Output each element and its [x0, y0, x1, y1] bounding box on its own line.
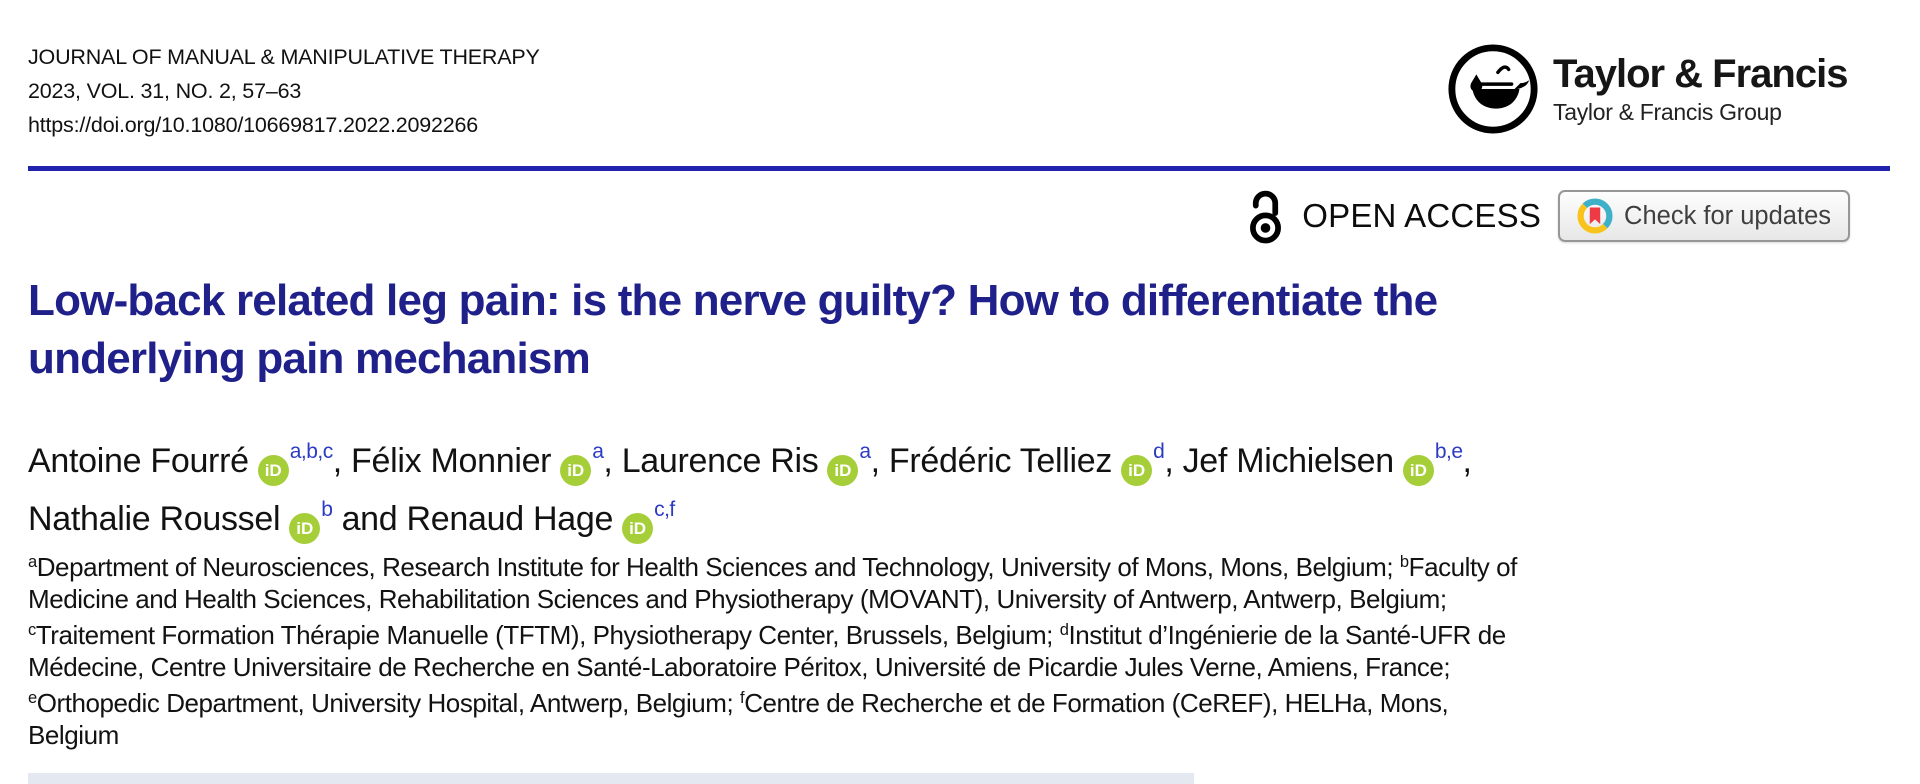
author: Jef Michielsen iDb,e: [1182, 440, 1463, 486]
author-name: Frédéric Telliez: [888, 442, 1113, 480]
header-divider-rule: [28, 166, 1890, 171]
author: Laurence Ris iDa: [621, 440, 871, 486]
journal-citation: 2023, VOL. 31, NO. 2, 57–63: [28, 79, 302, 103]
affiliation-superscript: a: [28, 553, 37, 571]
cropped-section-strip: [28, 773, 1194, 784]
access-row: OPEN ACCESS Check for updates: [1246, 186, 1850, 246]
publisher-logo: Taylor & Francis Taylor & Francis Group: [1446, 42, 1848, 136]
check-for-updates-label: Check for updates: [1624, 201, 1831, 230]
affiliation-superscript: c: [28, 621, 36, 639]
author-name: Laurence Ris: [621, 442, 819, 480]
publisher-name: Taylor & Francis: [1553, 52, 1848, 96]
author-affiliation-superscript: d: [1153, 440, 1165, 463]
check-for-updates-button[interactable]: Check for updates: [1558, 190, 1850, 242]
author: Frédéric Telliez iDd: [888, 440, 1165, 486]
orcid-icon[interactable]: iD: [289, 513, 321, 544]
affiliations: aDepartment of Neurosciences, Research I…: [28, 552, 1517, 750]
author-affiliation-superscript: c,f: [654, 498, 675, 521]
affiliation-superscript: b: [1399, 553, 1409, 571]
affiliation-superscript: e: [28, 689, 37, 707]
affiliation-superscript: f: [740, 689, 745, 707]
journal-name: JOURNAL OF MANUAL & MANIPULATIVE THERAPY: [28, 45, 540, 69]
taylor-francis-lamp-icon: [1446, 42, 1540, 136]
open-access-label: OPEN ACCESS: [1302, 197, 1542, 234]
author-name: Renaud Hage: [406, 500, 614, 538]
open-access-icon: [1246, 189, 1285, 244]
author-affiliation-superscript: b: [321, 498, 333, 521]
orcid-icon[interactable]: iD: [1121, 455, 1153, 486]
title-line-1: Low-back related leg pain: is the nerve …: [28, 276, 1438, 325]
orcid-icon[interactable]: iD: [622, 513, 654, 544]
author-name: Félix Monnier: [351, 442, 552, 480]
crossmark-icon: [1577, 198, 1613, 234]
author-affiliation-superscript: a: [592, 440, 604, 463]
title-line-2: underlying pain mechanism: [28, 334, 591, 383]
author-affiliation-superscript: a,b,c: [289, 440, 334, 463]
orcid-icon[interactable]: iD: [257, 455, 289, 486]
article-title: Low-back related leg pain: is the nerve …: [28, 272, 1828, 388]
author: Antoine Fourré iDa,b,c: [28, 440, 334, 486]
author-name: Antoine Fourré: [28, 442, 249, 480]
author-affiliation-superscript: a: [859, 440, 871, 463]
author-name: Nathalie Roussel: [28, 500, 281, 538]
author: Félix Monnier iDa: [351, 440, 604, 486]
affiliation-superscript: d: [1059, 621, 1069, 639]
journal-meta: JOURNAL OF MANUAL & MANIPULATIVE THERAPY…: [28, 40, 540, 142]
author: Renaud Hage iDc,f: [406, 498, 675, 544]
publisher-group: Taylor & Francis Group: [1553, 99, 1782, 125]
orcid-icon[interactable]: iD: [1402, 455, 1434, 486]
author-name: Jef Michielsen: [1182, 442, 1395, 480]
orcid-icon[interactable]: iD: [827, 455, 859, 486]
author: Nathalie Roussel iDb: [28, 498, 333, 544]
doi-link[interactable]: https://doi.org/10.1080/10669817.2022.20…: [28, 113, 479, 137]
author-list: Antoine Fourré iDa,b,c, Félix Monnier iDa,…: [28, 428, 1588, 544]
orcid-icon[interactable]: iD: [560, 455, 592, 486]
author-affiliation-superscript: b,e: [1434, 440, 1463, 463]
